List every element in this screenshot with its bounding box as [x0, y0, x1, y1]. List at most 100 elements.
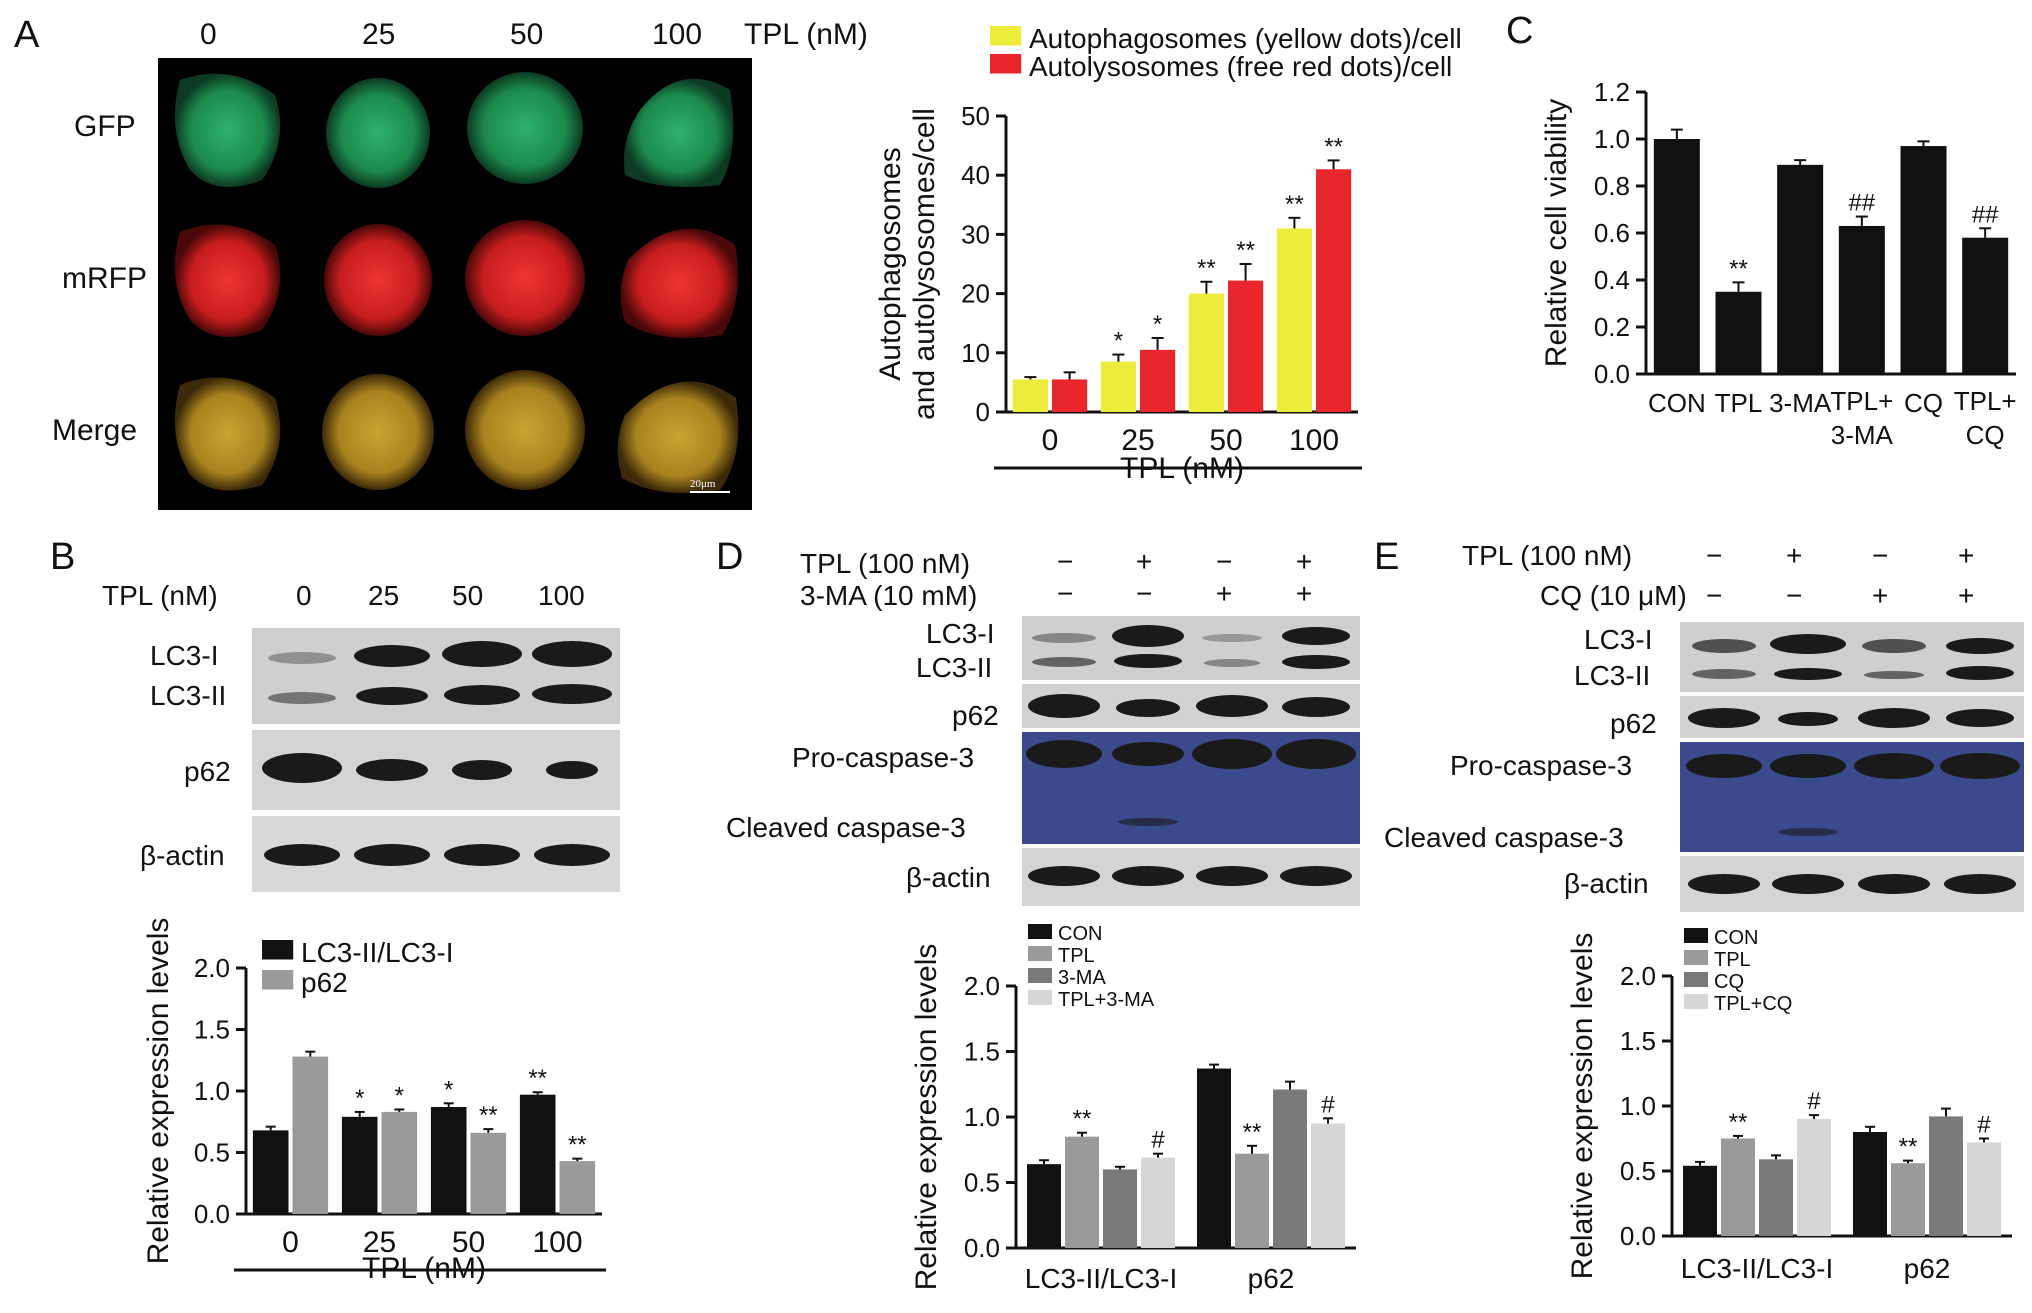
blot-b-row-p62: p62 [184, 756, 231, 787]
b-chart-cat-1: 25 [363, 1226, 396, 1259]
c-chart-cat-5-line1: TPL+ [1954, 386, 2017, 416]
d-chart-ytick-label-3: 1.5 [964, 1037, 1000, 1067]
c-chart-ytick-label-1: 0.2 [1594, 312, 1630, 342]
a-chart-sig-s0-c1: * [1114, 328, 1123, 355]
cell-gfp-0 [159, 59, 302, 202]
d-chart-sig-s1-c0: ** [1073, 1106, 1092, 1133]
c-chart-bar-s0-c3 [1838, 225, 1885, 374]
a-chart-legend-swatch-0 [990, 26, 1022, 46]
b-chart-legend-swatch-0 [262, 940, 294, 960]
panel-label-c: C [1506, 10, 1534, 52]
d-chart-cat-1: p62 [1248, 1263, 1295, 1294]
a-chart-ytick-label-5: 50 [961, 101, 990, 131]
c-chart-ytick-label-2: 0.4 [1594, 265, 1630, 295]
e-chart-cat-0: LC3-II/LC3-I [1681, 1253, 1834, 1284]
b-chart-sig-s1-c2: ** [479, 1102, 498, 1129]
blot-e-row-actin: β-actin [1564, 868, 1649, 899]
d-chart-cat-0: LC3-II/LC3-I [1025, 1263, 1178, 1294]
row-label-gfp: GFP [74, 110, 136, 143]
blot-e-sign-0-2: − [1872, 540, 1889, 571]
e-chart-legend-swatch-2 [1684, 972, 1708, 987]
blot-e-sign-0-0: − [1706, 540, 1723, 571]
c-chart-bar-s0-c5 [1962, 237, 2009, 374]
d-chart-legend-swatch-2 [1028, 968, 1052, 983]
blot-d-sign-1-0: − [1057, 578, 1074, 609]
panel-label-b: B [50, 536, 76, 578]
b-chart-cat-3: 100 [532, 1226, 582, 1259]
blot-d-sign-1-1: − [1136, 578, 1153, 609]
b-chart-sig-s1-c1: * [395, 1082, 404, 1109]
a-chart-sig-s1-c2: ** [1236, 237, 1255, 264]
cell-mrfp-50 [453, 206, 596, 352]
blot-e-row-lc3ii: LC3-II [1574, 660, 1651, 691]
panel-label-a: A [14, 14, 40, 56]
c-chart-bar-s0-c0 [1653, 139, 1700, 374]
d-chart-legend-swatch-0 [1028, 924, 1052, 939]
blot-b-conc-100: 100 [538, 580, 585, 611]
c-chart-cat-3-line2: 3-MA [1831, 420, 1894, 450]
e-chart-legend-label-0: CON [1714, 927, 1758, 949]
a-chart-xlabel: TPL (nM) [1120, 452, 1244, 485]
blot-d-treat-1: 3-MA (10 mM) [800, 580, 978, 611]
cell-merge-25 [306, 356, 449, 509]
b-chart-ytick-label-0: 0.0 [194, 1199, 230, 1229]
e-chart-bar-s0-c1 [1853, 1132, 1887, 1236]
panel-label-d: D [716, 536, 744, 578]
d-chart-bar-s0-c1 [1197, 1068, 1231, 1248]
blot-e-row-procasp: Pro-caspase-3 [1450, 750, 1633, 781]
e-chart-ytick-label-1: 0.5 [1620, 1156, 1656, 1186]
a-chart-ytick-label-1: 10 [961, 338, 990, 368]
blot-d-image [1022, 616, 1360, 906]
b-chart-sig-s0-c1: * [355, 1085, 364, 1112]
a-chart-bar-s0-c1 [1100, 361, 1136, 412]
a-chart-legend-swatch-1 [990, 54, 1022, 74]
b-chart-bar-s0-c2 [430, 1106, 467, 1214]
d-chart-sig-s3-c1: # [1321, 1091, 1335, 1118]
d-chart-sig-s3-c0: # [1151, 1127, 1165, 1154]
b-chart-ytick-label-4: 2.0 [194, 953, 230, 983]
d-chart-bar-s2-c0 [1103, 1169, 1137, 1248]
e-chart-ytick-label-3: 1.5 [1620, 1026, 1656, 1056]
a-chart-bar-s1-c0 [1052, 379, 1088, 412]
blot-b-header: TPL (nM) [102, 580, 218, 611]
c-chart-ylabel: Relative cell viability [1540, 99, 1573, 367]
blot-e-row-cleaved: Cleaved caspase-3 [1384, 822, 1624, 853]
e-chart-bar-s1-c1 [1891, 1163, 1925, 1236]
d-chart-ytick-label-2: 1.0 [964, 1102, 1000, 1132]
micrograph-grid: 20μm [158, 58, 752, 510]
e-chart-bar-s1-c0 [1721, 1138, 1755, 1236]
blot-d-sign-1-2: + [1216, 578, 1233, 609]
c-chart-ytick-label-4: 0.8 [1594, 171, 1630, 201]
blot-d-treat-0: TPL (100 nM) [800, 548, 971, 579]
e-chart-legend-swatch-3 [1684, 994, 1708, 1009]
c-chart-cat-3-line1: TPL+ [1830, 386, 1893, 416]
e-chart-legend-swatch-0 [1684, 928, 1708, 943]
cell-merge-100: 20μm [600, 356, 751, 509]
blot-b-conc-50: 50 [452, 580, 484, 611]
blot-e-sign-1-1: − [1786, 580, 1803, 611]
blot-e-image [1680, 622, 2024, 912]
d-chart-ylabel: Relative expression levels [910, 944, 943, 1291]
a-chart-bar-s0-c2 [1188, 293, 1224, 412]
d-chart-legend-label-2: 3-MA [1058, 967, 1106, 989]
b-chart-bar-s0-c3 [519, 1094, 556, 1214]
blot-e-sign-1-3: + [1958, 580, 1975, 611]
a-chart-bar-s1-c3 [1316, 169, 1352, 412]
c-chart-sig-s0-c3: ## [1848, 190, 1875, 217]
e-chart-bar-s2-c0 [1759, 1159, 1793, 1236]
blot-d-sign-1-3: + [1296, 578, 1313, 609]
d-chart-ytick-label-4: 2.0 [964, 971, 1000, 1001]
blot-e-sign-1-0: − [1706, 580, 1723, 611]
c-chart-cat-2: 3-MA [1769, 388, 1832, 418]
b-chart-ylabel: Relative expression levels [142, 918, 175, 1265]
e-chart-cat-1: p62 [1904, 1253, 1951, 1284]
b-chart-bar-s1-c2 [470, 1132, 507, 1214]
c-chart-cat-5-line2: CQ [1966, 420, 2005, 450]
b-chart-ytick-label-3: 1.5 [194, 1015, 230, 1045]
row-label-mrfp: mRFP [62, 262, 147, 295]
d-chart-legend-label-0: CON [1058, 923, 1102, 945]
b-chart-sig-s1-c3: ** [568, 1132, 587, 1159]
e-chart-bar-s3-c1 [1967, 1142, 2001, 1236]
d-chart-legend-label-1: TPL [1058, 945, 1095, 967]
d-chart-bar-s0-c0 [1027, 1164, 1061, 1248]
